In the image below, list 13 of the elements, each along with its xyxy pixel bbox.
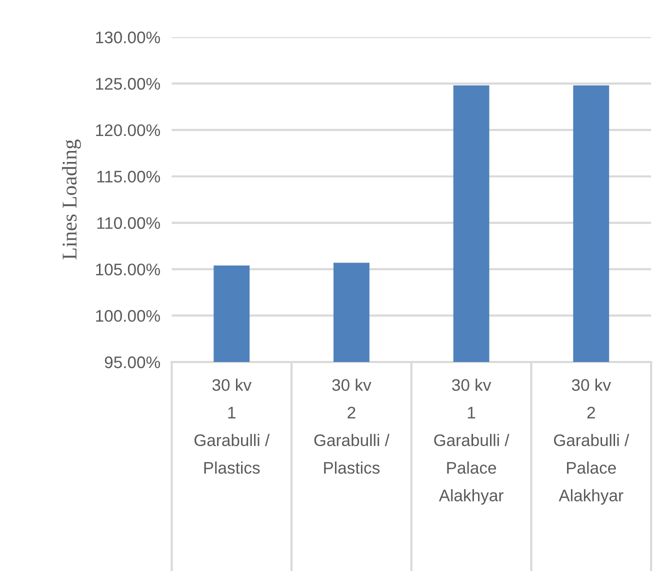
y-tick-label: 120.00% <box>96 124 160 136</box>
y-tick-label: 105.00% <box>96 264 160 276</box>
x-tick-label: 30 kv 1 Garabulli / Plastics <box>194 378 270 474</box>
y-tick-label: 130.00% <box>96 32 160 44</box>
x-tick-label: 30 kv 1 Garabulli / Palace Alakhyar <box>434 378 510 505</box>
x-tick-label: 30 kv 2 Garabulli / Plastics <box>314 378 390 474</box>
y-tick-label: 100.00% <box>96 310 160 322</box>
y-tick-label: 110.00% <box>97 217 160 229</box>
y-tick-label: 115.00% <box>97 170 160 183</box>
x-tick-label: 30 kv 2 Garabulli / Palace Alakhyar <box>554 378 630 505</box>
y-tick-label: 125.00% <box>96 78 160 90</box>
y-axis-title: Lines Loading <box>62 140 81 260</box>
y-tick-label: 95.00% <box>104 356 160 368</box>
